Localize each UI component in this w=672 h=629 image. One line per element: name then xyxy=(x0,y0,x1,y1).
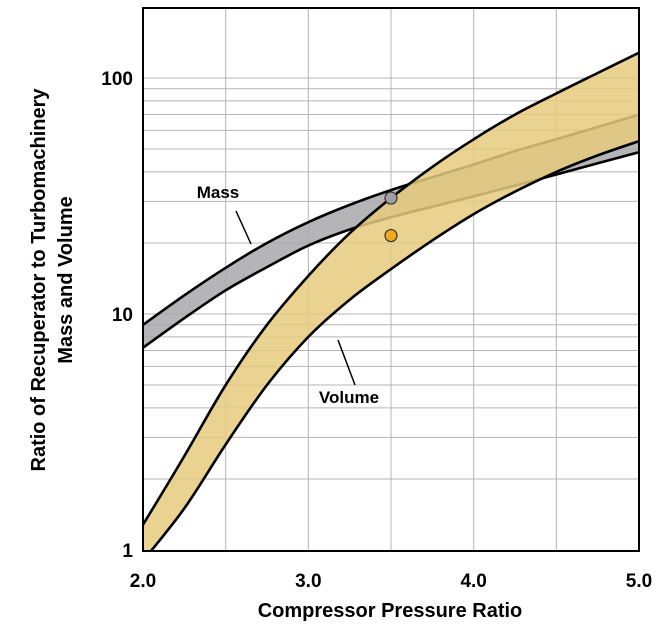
x-tick-label: 4.0 xyxy=(460,571,486,592)
mass-leader xyxy=(236,211,251,244)
volume-leader xyxy=(338,340,355,385)
x-tick-label: 5.0 xyxy=(626,571,652,592)
x-axis-title: Compressor Pressure Ratio xyxy=(258,600,523,622)
mass-label: Mass xyxy=(197,183,240,202)
data-point-0 xyxy=(385,192,397,204)
y-axis-title-line1: Ratio of Recuperator to Turbomachinery xyxy=(28,88,50,472)
volume-label: Volume xyxy=(319,388,379,407)
y-tick-label: 10 xyxy=(112,305,133,326)
y-tick-labels: 1 10 100 xyxy=(101,69,133,562)
y-tick-label: 100 xyxy=(101,69,133,90)
y-axis-title-line2: Mass and Volume xyxy=(55,196,77,363)
x-tick-labels: 2.0 3.0 4.0 5.0 xyxy=(130,571,652,592)
y-tick-label: 1 xyxy=(122,541,133,562)
x-tick-label: 3.0 xyxy=(295,571,321,592)
data-point-1 xyxy=(385,230,397,242)
x-tick-label: 2.0 xyxy=(130,571,156,592)
